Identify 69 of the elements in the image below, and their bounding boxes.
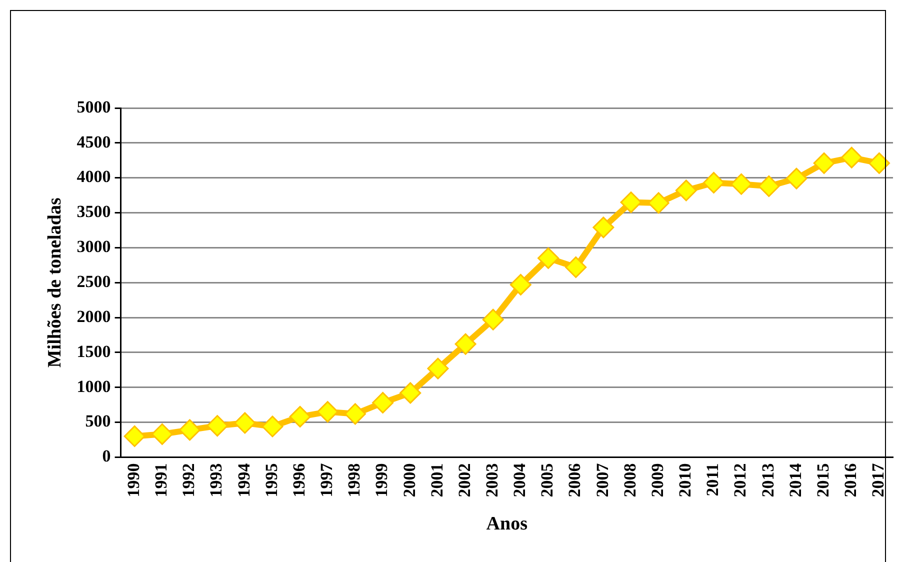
y-tick-label: 3500 (76, 202, 111, 222)
point (400, 382, 422, 404)
point (840, 146, 862, 168)
y-tick-label: 2500 (76, 272, 111, 291)
x-tick-label: 2012 (730, 463, 750, 498)
point (592, 216, 614, 238)
y-tick-label: 5000 (76, 97, 111, 116)
y-tick-label: 500 (85, 412, 111, 431)
x-tick-label: 2013 (758, 463, 778, 498)
point (565, 256, 587, 278)
point (702, 172, 724, 194)
x-tick-label: 2008 (620, 463, 640, 498)
y-tick-label: 2000 (76, 306, 111, 326)
y-tick-label: 4500 (76, 132, 111, 152)
point (786, 168, 808, 190)
point (427, 358, 449, 380)
x-tick-label: 2010 (676, 463, 695, 498)
point (482, 308, 504, 330)
point (648, 192, 670, 214)
y-tick-label: 1500 (76, 342, 111, 361)
x-tick-label: 2004 (510, 462, 530, 498)
x-tick-label: 1998 (344, 463, 364, 498)
point (620, 192, 642, 214)
point (813, 152, 835, 174)
x-tick-label: 2003 (482, 463, 502, 498)
point (675, 180, 697, 202)
point (262, 416, 284, 438)
x-tick-label: 1991 (152, 463, 171, 498)
point (538, 247, 560, 269)
point (344, 403, 366, 425)
point (206, 415, 228, 437)
x-tick-label: 2005 (538, 463, 557, 498)
x-tick-label: 1996 (289, 463, 308, 498)
point (124, 426, 146, 447)
x-tick-label: 2017 (868, 462, 888, 498)
x-tick-label: 1990 (124, 463, 143, 498)
x-tick-label: 2011 (703, 463, 722, 496)
x-tick-label: 2015 (813, 463, 832, 498)
y-tick-label: 1000 (76, 376, 111, 396)
point (316, 401, 338, 423)
point (454, 333, 476, 355)
x-tick-label: 2002 (454, 463, 474, 498)
x-tick-label: 2001 (427, 463, 446, 498)
y-tick-label: 4000 (76, 167, 111, 186)
point (178, 419, 200, 441)
x-tick-label: 1997 (317, 462, 336, 498)
x-axis-title: Anos (486, 514, 528, 535)
point (758, 175, 780, 197)
point (510, 274, 532, 296)
x-tick-label: 2016 (841, 463, 860, 498)
point (234, 412, 256, 434)
x-tick-label: 1992 (179, 463, 198, 498)
x-tick-label: 2006 (565, 463, 584, 498)
point (868, 152, 890, 174)
point (151, 423, 173, 445)
x-tick-label: 1994 (234, 462, 254, 498)
x-tick-label: 1999 (372, 463, 392, 498)
x-tick-label: 2007 (592, 462, 612, 498)
x-tick-label: 2000 (400, 463, 419, 498)
x-tick-label: 1995 (262, 463, 281, 498)
point (372, 392, 394, 414)
point (730, 173, 752, 195)
y-tick-label: 0 (102, 446, 111, 466)
x-tick-label: 2009 (648, 463, 667, 498)
x-tick-label: 1993 (206, 463, 226, 498)
y-axis-title: Milhões de toneladas (44, 198, 66, 368)
x-tick-label: 2014 (786, 462, 805, 498)
y-tick-label: 3000 (76, 237, 111, 256)
point (289, 406, 311, 428)
